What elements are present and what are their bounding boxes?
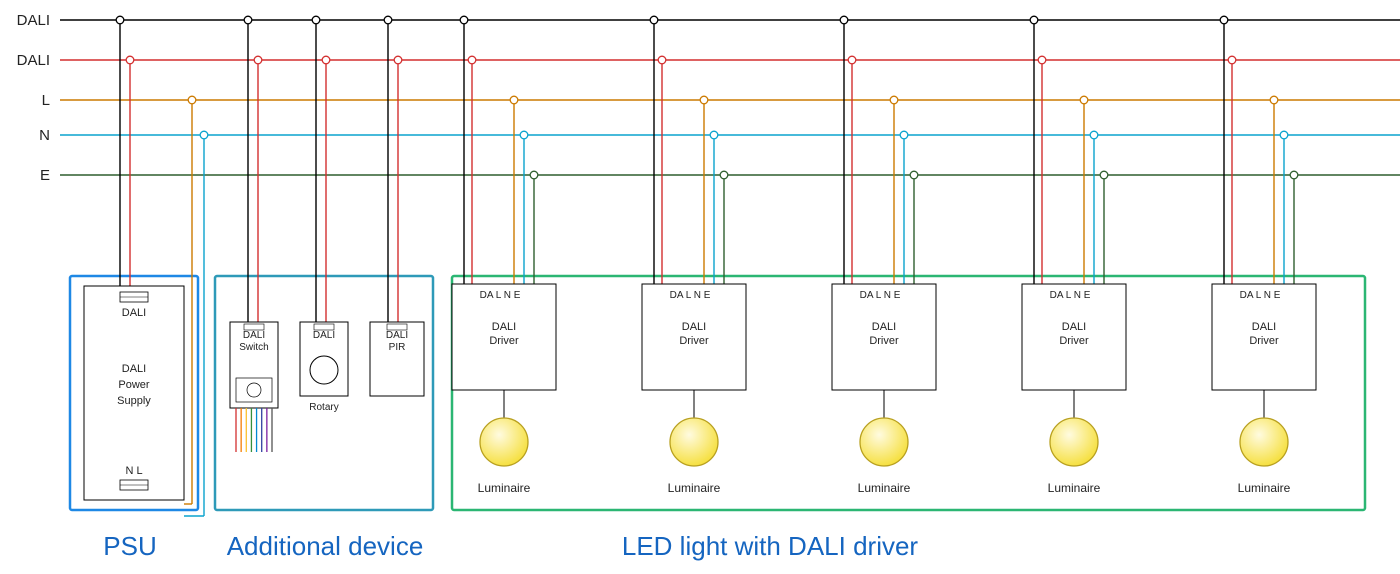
svg-text:DALI: DALI [872, 321, 896, 333]
luminaire-2 [670, 418, 718, 466]
svg-text:DALI: DALI [313, 330, 335, 341]
luminaire-label-2: Luminaire [668, 481, 721, 495]
svg-text:DA L N E: DA L N E [670, 290, 711, 301]
luminaire-1 [480, 418, 528, 466]
svg-text:DALI: DALI [122, 307, 146, 319]
svg-text:DA L N E: DA L N E [480, 290, 521, 301]
bus-label-N: N [39, 127, 50, 144]
svg-text:DALI: DALI [1252, 321, 1276, 333]
svg-text:DA L N E: DA L N E [860, 290, 901, 301]
luminaire-4 [1050, 418, 1098, 466]
bus-label-dali1: DALI [17, 12, 50, 29]
svg-text:DA L N E: DA L N E [1050, 290, 1091, 301]
svg-text:DALI: DALI [682, 321, 706, 333]
bus-label-L: L [42, 92, 50, 109]
svg-text:DALI: DALI [386, 330, 408, 341]
luminaire-label-1: Luminaire [478, 481, 531, 495]
svg-text:PIR: PIR [389, 342, 406, 353]
svg-text:Driver: Driver [1249, 335, 1279, 347]
svg-text:DALI: DALI [122, 363, 146, 375]
bus-label-dali2: DALI [17, 52, 50, 69]
svg-text:DALI: DALI [243, 330, 265, 341]
svg-text:Driver: Driver [1059, 335, 1089, 347]
svg-text:Power: Power [118, 379, 150, 391]
group-caption-led: LED light with DALI driver [622, 531, 919, 561]
svg-text:Driver: Driver [489, 335, 519, 347]
luminaire-3 [860, 418, 908, 466]
luminaire-label-3: Luminaire [858, 481, 911, 495]
group-caption-psu: PSU [103, 531, 156, 561]
group-caption-add: Additional device [227, 531, 424, 561]
svg-text:Switch: Switch [239, 342, 268, 353]
svg-text:Driver: Driver [869, 335, 899, 347]
svg-text:N L: N L [125, 465, 142, 477]
dali-wiring-diagram: DALI DALI L N E PSU Additional device LED light… [0, 0, 1400, 574]
svg-text:DALI: DALI [1062, 321, 1086, 333]
svg-text:DA L N E: DA L N E [1240, 290, 1281, 301]
luminaire-label-5: Luminaire [1238, 481, 1291, 495]
luminaire-label-4: Luminaire [1048, 481, 1101, 495]
svg-text:DALI: DALI [492, 321, 516, 333]
bus-label-E: E [40, 167, 50, 184]
luminaire-5 [1240, 418, 1288, 466]
svg-text:Rotary: Rotary [309, 402, 338, 413]
svg-text:Driver: Driver [679, 335, 709, 347]
svg-text:Supply: Supply [117, 395, 151, 407]
